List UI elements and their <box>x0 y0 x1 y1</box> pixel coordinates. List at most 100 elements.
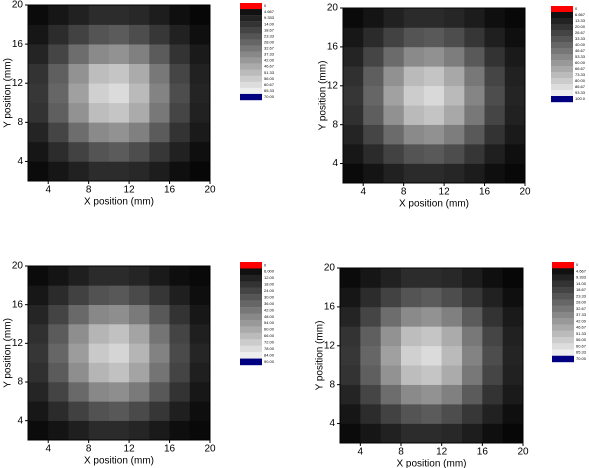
x-tick-label: 20 <box>517 447 529 458</box>
x-tick-label: 8 <box>401 187 407 198</box>
colorbar-box <box>240 63 262 70</box>
heat-cell <box>48 401 69 421</box>
heat-cell <box>68 382 89 402</box>
heat-cell <box>502 345 524 366</box>
heat-cell <box>343 8 364 28</box>
heat-cell <box>380 423 402 444</box>
heat-cell <box>482 404 503 424</box>
heat-cell <box>68 44 89 64</box>
heat-cell <box>189 266 211 286</box>
colorbar-label: 100.0 <box>575 96 586 101</box>
x-tick-label: 16 <box>164 185 176 196</box>
colorbar-box <box>240 268 262 276</box>
heat-cell <box>462 306 483 327</box>
heat-cell <box>504 8 526 28</box>
heat-cell <box>441 326 463 347</box>
colorbar-label: 46.67 <box>264 64 275 69</box>
heat-cell <box>360 365 381 385</box>
heat-cell <box>343 27 364 48</box>
heat-cell <box>169 420 191 441</box>
colorbar-label: 37.33 <box>576 312 587 317</box>
heat-cell <box>464 105 485 125</box>
heat-cell <box>88 122 110 143</box>
heat-cell <box>502 287 524 308</box>
colorbar-label: 36.00 <box>264 301 275 306</box>
colorbar-label: 30.00 <box>264 294 275 299</box>
heat-cell <box>129 382 150 402</box>
heat-cell <box>129 401 150 421</box>
heat-cell <box>28 161 49 182</box>
heat-cell <box>189 401 211 421</box>
colorbar-label: 20.00 <box>575 24 586 29</box>
colorbar-box <box>240 21 262 28</box>
heat-cell <box>88 420 110 441</box>
heat-cell <box>149 24 170 45</box>
colorbar-box <box>240 300 262 308</box>
heat-cell <box>189 102 211 123</box>
colorbar-box <box>552 280 574 288</box>
heat-cell <box>441 423 463 444</box>
colorbar-box <box>240 93 262 101</box>
heat-cell <box>108 102 130 123</box>
colorbar-box <box>552 337 574 344</box>
heat-cell <box>380 306 402 327</box>
heat-cell <box>462 326 483 347</box>
colorbar-label: 26.67 <box>575 30 586 35</box>
y-tick-label: 8 <box>332 119 338 130</box>
heat-cell <box>169 382 191 402</box>
heat-cell <box>48 141 69 162</box>
colorbar-label: 28.00 <box>576 300 587 305</box>
x-tick-label: 8 <box>86 444 92 455</box>
colorbar-box <box>240 358 262 366</box>
heat-cell <box>421 404 442 424</box>
x-tick-label: 20 <box>204 444 216 455</box>
colorbar-box <box>551 36 573 43</box>
colorbar-box <box>552 262 574 269</box>
heat-cell <box>383 46 404 67</box>
heat-cell <box>401 423 422 444</box>
colorbar-box <box>240 87 262 95</box>
heat-cell <box>88 161 110 182</box>
heat-cell <box>504 105 526 125</box>
heat-cell <box>421 326 442 347</box>
colorbar-label: 32.67 <box>576 306 587 311</box>
heat-cell <box>363 163 384 184</box>
heat-cell <box>129 83 150 104</box>
colorbar-label: 18.67 <box>264 27 275 32</box>
heat-cell <box>421 384 442 405</box>
heat-cell <box>129 5 150 25</box>
heat-cell <box>421 345 442 366</box>
heat-cell <box>169 122 191 143</box>
colorbar-box <box>551 72 573 79</box>
heat-cell <box>48 285 69 305</box>
heat-cell <box>108 362 130 383</box>
colorbar-box <box>551 6 573 13</box>
heat-cell <box>343 105 364 125</box>
colorbar-label: 56.00 <box>264 76 275 81</box>
heat-cell <box>464 46 485 67</box>
colorbar-label: 42.00 <box>264 58 275 63</box>
heat-cell <box>380 345 402 366</box>
heat-cell <box>383 8 404 28</box>
heat-cell <box>169 343 191 363</box>
heat-cell <box>88 24 110 45</box>
heat-cell <box>88 102 110 123</box>
heat-cell <box>189 304 211 325</box>
heat-cell <box>340 287 361 308</box>
heat-cell <box>363 66 384 87</box>
x-axis-label: X position (mm) <box>84 456 154 467</box>
heat-cell <box>169 161 191 182</box>
heat-cell <box>484 105 506 125</box>
heat-cell <box>441 306 463 327</box>
heat-cell <box>88 401 110 421</box>
heat-cell <box>28 141 49 162</box>
colorbar-label: 9.333 <box>576 275 587 280</box>
heat-cell <box>340 384 361 405</box>
x-tick-label: 16 <box>164 444 176 455</box>
heat-cell <box>444 27 465 48</box>
colorbar-box <box>552 287 574 294</box>
heat-cell <box>169 102 191 123</box>
heat-cell <box>68 161 89 182</box>
heat-cell <box>363 8 384 28</box>
heat-cell <box>129 362 150 383</box>
